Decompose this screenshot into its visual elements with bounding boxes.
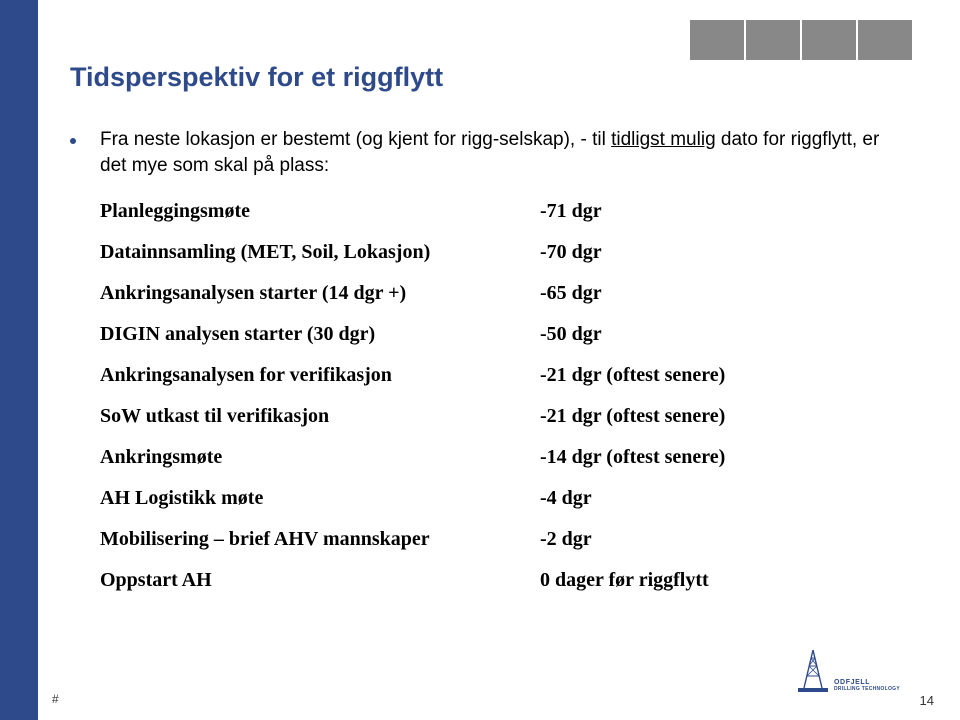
table-row: DIGIN analysen starter (30 dgr) -50 dgr xyxy=(100,323,890,345)
table-row: AH Logistikk møte -4 dgr xyxy=(100,487,890,509)
schedule-table: Planleggingsmøte -71 dgr Datainnsamling … xyxy=(100,200,890,591)
row-value: -21 dgr (oftest senere) xyxy=(540,364,820,386)
table-row: Ankringsanalysen for verifikasjon -21 dg… xyxy=(100,364,890,386)
row-value: -4 dgr xyxy=(540,487,820,509)
table-row: Mobilisering – brief AHV mannskaper -2 d… xyxy=(100,528,890,550)
header-image xyxy=(690,20,744,60)
row-value: -71 dgr xyxy=(540,200,820,222)
row-value: -50 dgr xyxy=(540,323,820,345)
intro-underlined: tidligst mulig xyxy=(611,129,716,150)
row-label: SoW utkast til verifikasjon xyxy=(100,405,540,427)
company-logo: ODFJELL DRILLING TECHNOLOGY xyxy=(798,648,900,692)
bullet-icon xyxy=(70,138,76,144)
header-image-strip xyxy=(690,20,912,60)
header-image xyxy=(802,20,856,60)
left-sidebar xyxy=(0,0,38,720)
row-label: Datainnsamling (MET, Soil, Lokasjon) xyxy=(100,241,540,263)
row-value: -65 dgr xyxy=(540,282,820,304)
table-row: Oppstart AH 0 dager før riggflytt xyxy=(100,569,890,591)
row-label: Oppstart AH xyxy=(100,569,540,591)
row-label: AH Logistikk møte xyxy=(100,487,540,509)
row-label: Planleggingsmøte xyxy=(100,200,540,222)
logo-text: ODFJELL DRILLING TECHNOLOGY xyxy=(834,679,900,692)
row-value: -2 dgr xyxy=(540,528,820,550)
header-image xyxy=(746,20,800,60)
rig-icon xyxy=(798,648,828,692)
intro-bullet-row: Fra neste lokasjon er bestemt (og kjent … xyxy=(70,127,890,178)
logo-line2: DRILLING TECHNOLOGY xyxy=(834,687,900,692)
row-label: DIGIN analysen starter (30 dgr) xyxy=(100,323,540,345)
row-label: Ankringsmøte xyxy=(100,446,540,468)
page-title: Tidsperspektiv for et riggflytt xyxy=(70,62,890,93)
row-value: -21 dgr (oftest senere) xyxy=(540,405,820,427)
row-value: -14 dgr (oftest senere) xyxy=(540,446,820,468)
page-number: 14 xyxy=(920,693,934,708)
row-label: Ankringsanalysen for verifikasjon xyxy=(100,364,540,386)
header-image xyxy=(858,20,912,60)
intro-text: Fra neste lokasjon er bestemt (og kjent … xyxy=(100,127,890,178)
intro-prefix: Fra neste lokasjon er bestemt (og kjent … xyxy=(100,129,611,150)
footer-hash: # xyxy=(52,692,59,706)
table-row: SoW utkast til verifikasjon -21 dgr (oft… xyxy=(100,405,890,427)
table-row: Datainnsamling (MET, Soil, Lokasjon) -70… xyxy=(100,241,890,263)
row-value: 0 dager før riggflytt xyxy=(540,569,820,591)
slide-content: Tidsperspektiv for et riggflytt Fra nest… xyxy=(70,62,890,610)
row-value: -70 dgr xyxy=(540,241,820,263)
table-row: Ankringsmøte -14 dgr (oftest senere) xyxy=(100,446,890,468)
table-row: Planleggingsmøte -71 dgr xyxy=(100,200,890,222)
table-row: Ankringsanalysen starter (14 dgr +) -65 … xyxy=(100,282,890,304)
row-label: Ankringsanalysen starter (14 dgr +) xyxy=(100,282,540,304)
row-label: Mobilisering – brief AHV mannskaper xyxy=(100,528,540,550)
